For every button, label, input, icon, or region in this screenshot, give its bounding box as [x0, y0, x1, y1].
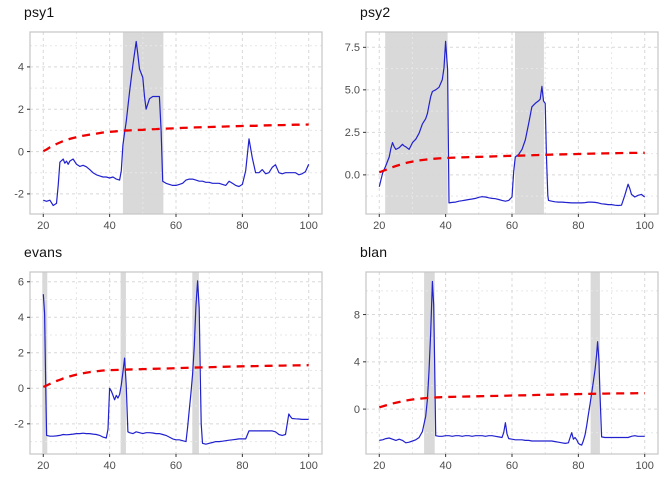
y-axis-tick-label: 5.0 [345, 85, 360, 97]
x-axis-tick-label: 20 [373, 220, 385, 232]
y-axis-tick-label: -2 [14, 189, 24, 201]
panel-cell-blan: blan 20 40 60 80 100 0 4 8 [336, 240, 672, 480]
panel-cell-psy1: psy1 20 40 60 80 100 -2 0 2 4 [0, 0, 336, 240]
y-axis-tick-label: 8 [354, 309, 360, 321]
x-axis-tick-label: 100 [636, 220, 654, 232]
shaded-band [120, 272, 126, 454]
panel-cell-psy2: psy2 20 40 60 80 100 0.0 2.5 5.0 7.5 [336, 0, 672, 240]
x-axis-tick-label: 20 [37, 460, 49, 472]
x-axis-tick-label: 60 [170, 460, 182, 472]
x-axis-tick-label: 80 [236, 220, 248, 232]
panel-title-psy2: psy2 [360, 4, 391, 20]
plot-psy2: 20 40 60 80 100 0.0 2.5 5.0 7.5 [345, 31, 659, 232]
y-axis-tick-label: 0 [354, 404, 360, 416]
y-axis-tick-label: -2 [14, 419, 24, 431]
x-axis-tick-label: 80 [572, 460, 584, 472]
plot-blan: 20 40 60 80 100 0 4 8 [354, 271, 659, 472]
shaded-band [385, 32, 448, 214]
plot-evans: 20 40 60 80 100 -2 0 2 4 6 [14, 271, 323, 472]
panel-title-evans: evans [24, 244, 63, 260]
x-axis-tick-label: 40 [103, 220, 115, 232]
y-axis-tick-label: 0 [18, 383, 24, 395]
x-axis-tick-label: 80 [572, 220, 584, 232]
x-axis-tick-label: 40 [439, 460, 451, 472]
x-axis-tick-label: 80 [236, 460, 248, 472]
blue-solid-series-line [42, 280, 309, 445]
y-axis-tick-label: 6 [18, 277, 24, 289]
y-axis-tick-label: 4 [18, 312, 24, 324]
red-dashed-series-line [378, 151, 645, 174]
x-axis-tick-label: 60 [506, 460, 518, 472]
y-axis-tick-label: 2 [18, 104, 24, 116]
x-axis-tick-label: 20 [37, 220, 49, 232]
red-dashed-series-line [378, 391, 645, 409]
blue-solid-series-line [379, 280, 645, 446]
red-dashed-series-line [42, 364, 309, 388]
y-axis-tick-label: 2 [18, 348, 24, 360]
x-axis-tick-label: 100 [636, 460, 654, 472]
x-axis-tick-label: 100 [300, 460, 318, 472]
y-axis-tick-label: 4 [354, 357, 360, 369]
y-axis-tick-label: 0.0 [345, 170, 360, 182]
x-axis-tick-label: 20 [373, 460, 385, 472]
x-axis-tick-label: 100 [300, 220, 318, 232]
y-axis-tick-label: 2.5 [345, 127, 360, 139]
shaded-band [192, 272, 199, 454]
panel-title-blan: blan [360, 244, 388, 260]
x-axis-tick-label: 40 [103, 460, 115, 472]
x-axis-tick-label: 60 [170, 220, 182, 232]
y-axis-tick-label: 0 [18, 146, 24, 158]
blue-solid-series-line [378, 40, 646, 207]
red-dashed-series-line [42, 123, 309, 153]
x-axis-tick-label: 40 [439, 220, 451, 232]
blue-solid-series-line [43, 40, 310, 207]
y-axis-tick-label: 7.5 [345, 42, 360, 54]
panel-title-psy1: psy1 [24, 4, 55, 20]
shaded-band [515, 32, 544, 214]
x-axis-tick-label: 60 [506, 220, 518, 232]
panel-cell-evans: evans 20 40 60 80 100 -2 0 2 4 6 [0, 240, 336, 480]
y-axis-tick-label: 4 [18, 62, 24, 74]
plot-psy1: 20 40 60 80 100 -2 0 2 4 [14, 31, 323, 232]
